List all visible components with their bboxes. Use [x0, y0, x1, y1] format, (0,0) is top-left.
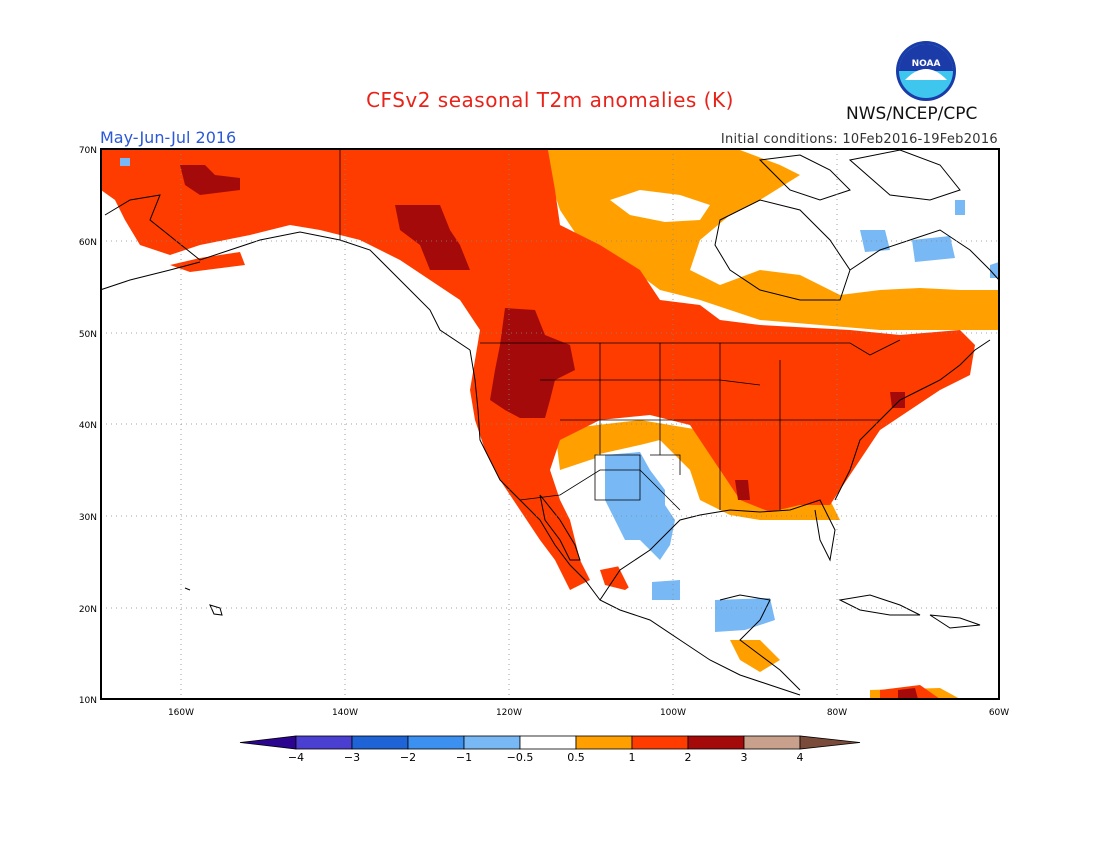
noaa-logo-icon: NOAA [896, 41, 956, 101]
legend-swatch [407, 735, 465, 750]
lon-tick: 60W [989, 708, 1009, 718]
agency-label: NWS/NCEP/CPC [846, 104, 978, 124]
forecast-period: May-Jun-Jul 2016 [100, 128, 237, 147]
lat-tick: 40N [79, 421, 97, 431]
lat-tick: 60N [79, 238, 97, 248]
lon-tick: 100W [660, 708, 686, 718]
lon-tick: 120W [496, 708, 522, 718]
legend-swatch [575, 735, 633, 750]
legend-swatch [239, 735, 297, 750]
legend-label: 3 [741, 751, 748, 764]
graticule [101, 149, 999, 699]
legend-swatch [519, 735, 577, 750]
legend-swatch [295, 735, 353, 750]
anomaly-2-3-region [180, 165, 918, 699]
lat-tick: 30N [79, 513, 97, 523]
lon-tick: 140W [332, 708, 358, 718]
lon-tick: 160W [168, 708, 194, 718]
legend-swatch [463, 735, 521, 750]
initial-conditions: Initial conditions: 10Feb2016-19Feb2016 [720, 132, 998, 147]
legend-label: −0.5 [507, 751, 534, 764]
legend-label: −1 [456, 751, 472, 764]
lat-tick: 20N [79, 605, 97, 615]
anomaly-neg-region [120, 158, 999, 632]
legend-label: −3 [344, 751, 360, 764]
lat-tick: 50N [79, 330, 97, 340]
legend-label: 4 [797, 751, 804, 764]
logo-text: NOAA [912, 59, 941, 69]
lon-tick: 80W [827, 708, 847, 718]
legend-label: −4 [288, 751, 304, 764]
coastlines [101, 149, 999, 696]
legend-swatch [799, 735, 861, 750]
borders [339, 150, 901, 511]
legend-swatch [351, 735, 409, 750]
legend-swatch [687, 735, 745, 750]
legend-swatch [631, 735, 689, 750]
map-frame [100, 148, 1000, 700]
legend-label: 1 [629, 751, 636, 764]
legend-label: 0.5 [567, 751, 585, 764]
chart-title: CFSv2 seasonal T2m anomalies (K) [366, 88, 734, 112]
lat-tick: 10N [79, 696, 97, 706]
lat-tick: 70N [79, 146, 97, 156]
legend-swatch [743, 735, 801, 750]
legend-label: 2 [685, 751, 692, 764]
legend-label: −2 [400, 751, 416, 764]
